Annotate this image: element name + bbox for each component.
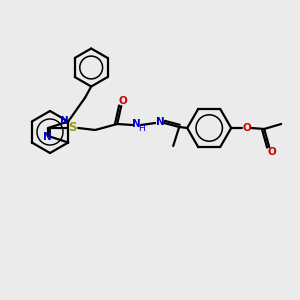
Text: N: N	[132, 119, 141, 129]
Text: O: O	[119, 96, 128, 106]
Text: N: N	[156, 117, 165, 127]
Text: O: O	[243, 123, 252, 133]
Text: N: N	[60, 116, 69, 125]
Text: H: H	[138, 124, 145, 134]
Text: O: O	[268, 147, 277, 157]
Text: S: S	[68, 122, 76, 134]
Text: N: N	[43, 132, 52, 142]
